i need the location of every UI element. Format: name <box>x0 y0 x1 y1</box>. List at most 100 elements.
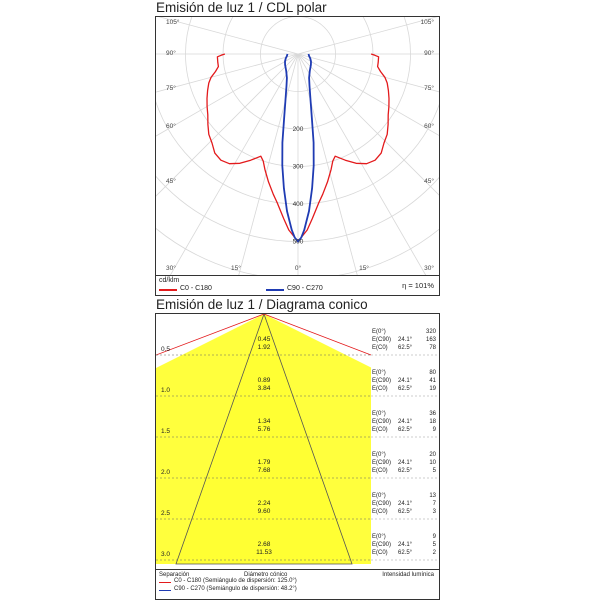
polar-grid-spoke <box>151 53 299 308</box>
cone-footer: Separación Diámetro cónico Intensidad lu… <box>155 570 440 600</box>
polar-chart: 105° 90° 75° 60° 45° 30° 15° 0° 105° 90° 75° 60° 45°… <box>5 0 591 347</box>
cone-e-value: 3 <box>433 509 437 515</box>
polar-grid-spoke <box>44 53 299 201</box>
cone-e-angle: 24.1° <box>398 378 413 384</box>
polar-angle-label: 30° <box>424 264 434 272</box>
cone-e-value: 163 <box>426 337 437 343</box>
polar-angle-label: 15° <box>359 264 369 272</box>
polar-angle-label: 105° <box>421 18 435 26</box>
cone-c0-edge-left <box>155 313 265 356</box>
polar-angle-label: 45° <box>424 177 434 185</box>
cone-height-label: 2.0 <box>161 469 170 476</box>
unit-label: cd/klm <box>159 277 180 284</box>
cone-chart-title: Emisión de luz 1 / Diagrama conico <box>156 297 368 312</box>
cone-e-angle: 24.1° <box>398 460 413 466</box>
legend-label-c0: C0 - C180 <box>180 285 212 292</box>
cone-e-label: E(C0) <box>372 386 388 392</box>
cone-e-value: 20 <box>429 452 436 458</box>
polar-chart-panel: 105° 90° 75° 60° 45° 30° 15° 0° 105° 90° 75° 60° 45°… <box>5 0 591 347</box>
polar-angle-label: 105° <box>166 18 180 26</box>
cone-diameter-c0: 1.92 <box>258 344 271 351</box>
cone-e-label: E(C90) <box>372 337 391 343</box>
cone-e-value: 7 <box>433 501 437 507</box>
polar-grid-spoke <box>15 53 299 131</box>
cone-e-label: E(C90) <box>372 501 391 507</box>
cone-legend-c90: C90 - C270 (Semiángulo de dispersión: 48… <box>174 586 297 592</box>
cone-e-value: 19 <box>429 386 436 392</box>
radial-tick-label: 200 <box>293 126 304 133</box>
polar-grid-spoke <box>297 53 552 201</box>
cone-e-angle: 62.5° <box>398 386 413 392</box>
cone-e-value: 13 <box>429 493 436 499</box>
cone-e-label: E(0°) <box>372 534 386 540</box>
polar-legend: cd/klm C0 - C180 C90 - C270 η = 101% <box>155 276 440 296</box>
polar-angle-label: 60° <box>166 122 176 130</box>
cone-e-label: E(C0) <box>372 509 388 515</box>
polar-angle-label: 90° <box>166 49 176 57</box>
polar-angle-label: 75° <box>424 84 434 92</box>
cone-diameter-c90: 2.24 <box>258 500 271 507</box>
cone-e-value: 320 <box>426 329 437 335</box>
cone-e-value: 2 <box>433 550 437 556</box>
cone-height-label: 2.5 <box>161 510 170 517</box>
cone-e-value: 9 <box>433 427 437 433</box>
cone-diameter-c90: 0.89 <box>258 377 271 384</box>
cone-height-label: 0.5 <box>161 346 170 353</box>
cone-e-angle: 24.1° <box>398 419 413 425</box>
polar-grid-spoke <box>297 0 502 55</box>
cone-height-label: 1.0 <box>161 387 170 394</box>
cone-diameter-c0: 11.53 <box>256 549 272 556</box>
cone-c90-fill <box>175 312 353 565</box>
cone-e-value: 9 <box>433 534 437 540</box>
cone-info-column <box>371 314 439 569</box>
cone-e-angle: 24.1° <box>398 542 413 548</box>
radial-tick-label: 400 <box>293 201 304 208</box>
cone-e-label: E(0°) <box>372 370 386 376</box>
cone-e-label: E(C0) <box>372 345 388 351</box>
cone-e-angle: 62.5° <box>398 509 413 515</box>
cone-e-value: 5 <box>433 542 437 548</box>
polar-angle-label: 45° <box>166 177 176 185</box>
cone-legend-c0: C0 - C180 (Semiángulo de dispersión: 125… <box>174 578 297 584</box>
footer-separation-label: Separación <box>159 572 190 578</box>
polar-angle-label: 15° <box>231 264 241 272</box>
polar-angle-label: 0° <box>295 264 302 272</box>
cone-e-label: E(C90) <box>372 460 391 466</box>
legend-swatch-c90 <box>266 289 284 291</box>
polar-grid-spoke <box>297 53 581 131</box>
cone-e-label: E(0°) <box>372 329 386 335</box>
cone-e-value: 78 <box>429 345 436 351</box>
cone-diameter-c0: 5.76 <box>258 426 271 433</box>
polar-angle-label: 60° <box>424 122 434 130</box>
cone-legend-swatch-c90 <box>159 590 171 591</box>
cone-e-angle: 62.5° <box>398 427 413 433</box>
cone-e-angle: 24.1° <box>398 501 413 507</box>
cone-e-label: E(0°) <box>372 452 386 458</box>
cone-e-label: E(C90) <box>372 378 391 384</box>
cone-diameter-c90: 1.34 <box>258 418 271 425</box>
cone-chart-panel: 0.5 0.45 1.92 E(0°) 320 E(C90) 24.1° 163 E(C0) 62… <box>0 312 600 570</box>
cone-diameter-c90: 0.45 <box>258 336 271 343</box>
series-c90-c270-curve <box>281 53 315 243</box>
cone-e-value: 80 <box>429 370 436 376</box>
radial-tick-label: 500 <box>293 239 304 246</box>
footer-diameter-label: Diámetro cónico <box>244 572 288 578</box>
cone-c0-edge-right <box>263 313 372 356</box>
cone-e-angle: 24.1° <box>398 337 413 343</box>
cone-e-angle: 62.5° <box>398 468 413 474</box>
legend-label-c90: C90 - C270 <box>287 285 323 292</box>
cone-e-angle: 62.5° <box>398 345 413 351</box>
cone-diameter-c0: 9.60 <box>258 508 271 515</box>
cone-e-angle: 62.5° <box>398 550 413 556</box>
polar-chart-title: Emisión de luz 1 / CDL polar <box>156 0 327 15</box>
cone-legend-swatch-c0 <box>159 582 171 583</box>
cone-e-value: 41 <box>429 378 436 384</box>
polar-angle-label: 75° <box>166 84 176 92</box>
cone-e-value: 5 <box>433 468 437 474</box>
cone-height-label: 1.5 <box>161 428 170 435</box>
cone-height-label: 3.0 <box>161 551 170 558</box>
cone-diameter-c0: 3.84 <box>258 385 271 392</box>
cone-e-value: 36 <box>429 411 436 417</box>
cone-e-label: E(C0) <box>372 468 388 474</box>
